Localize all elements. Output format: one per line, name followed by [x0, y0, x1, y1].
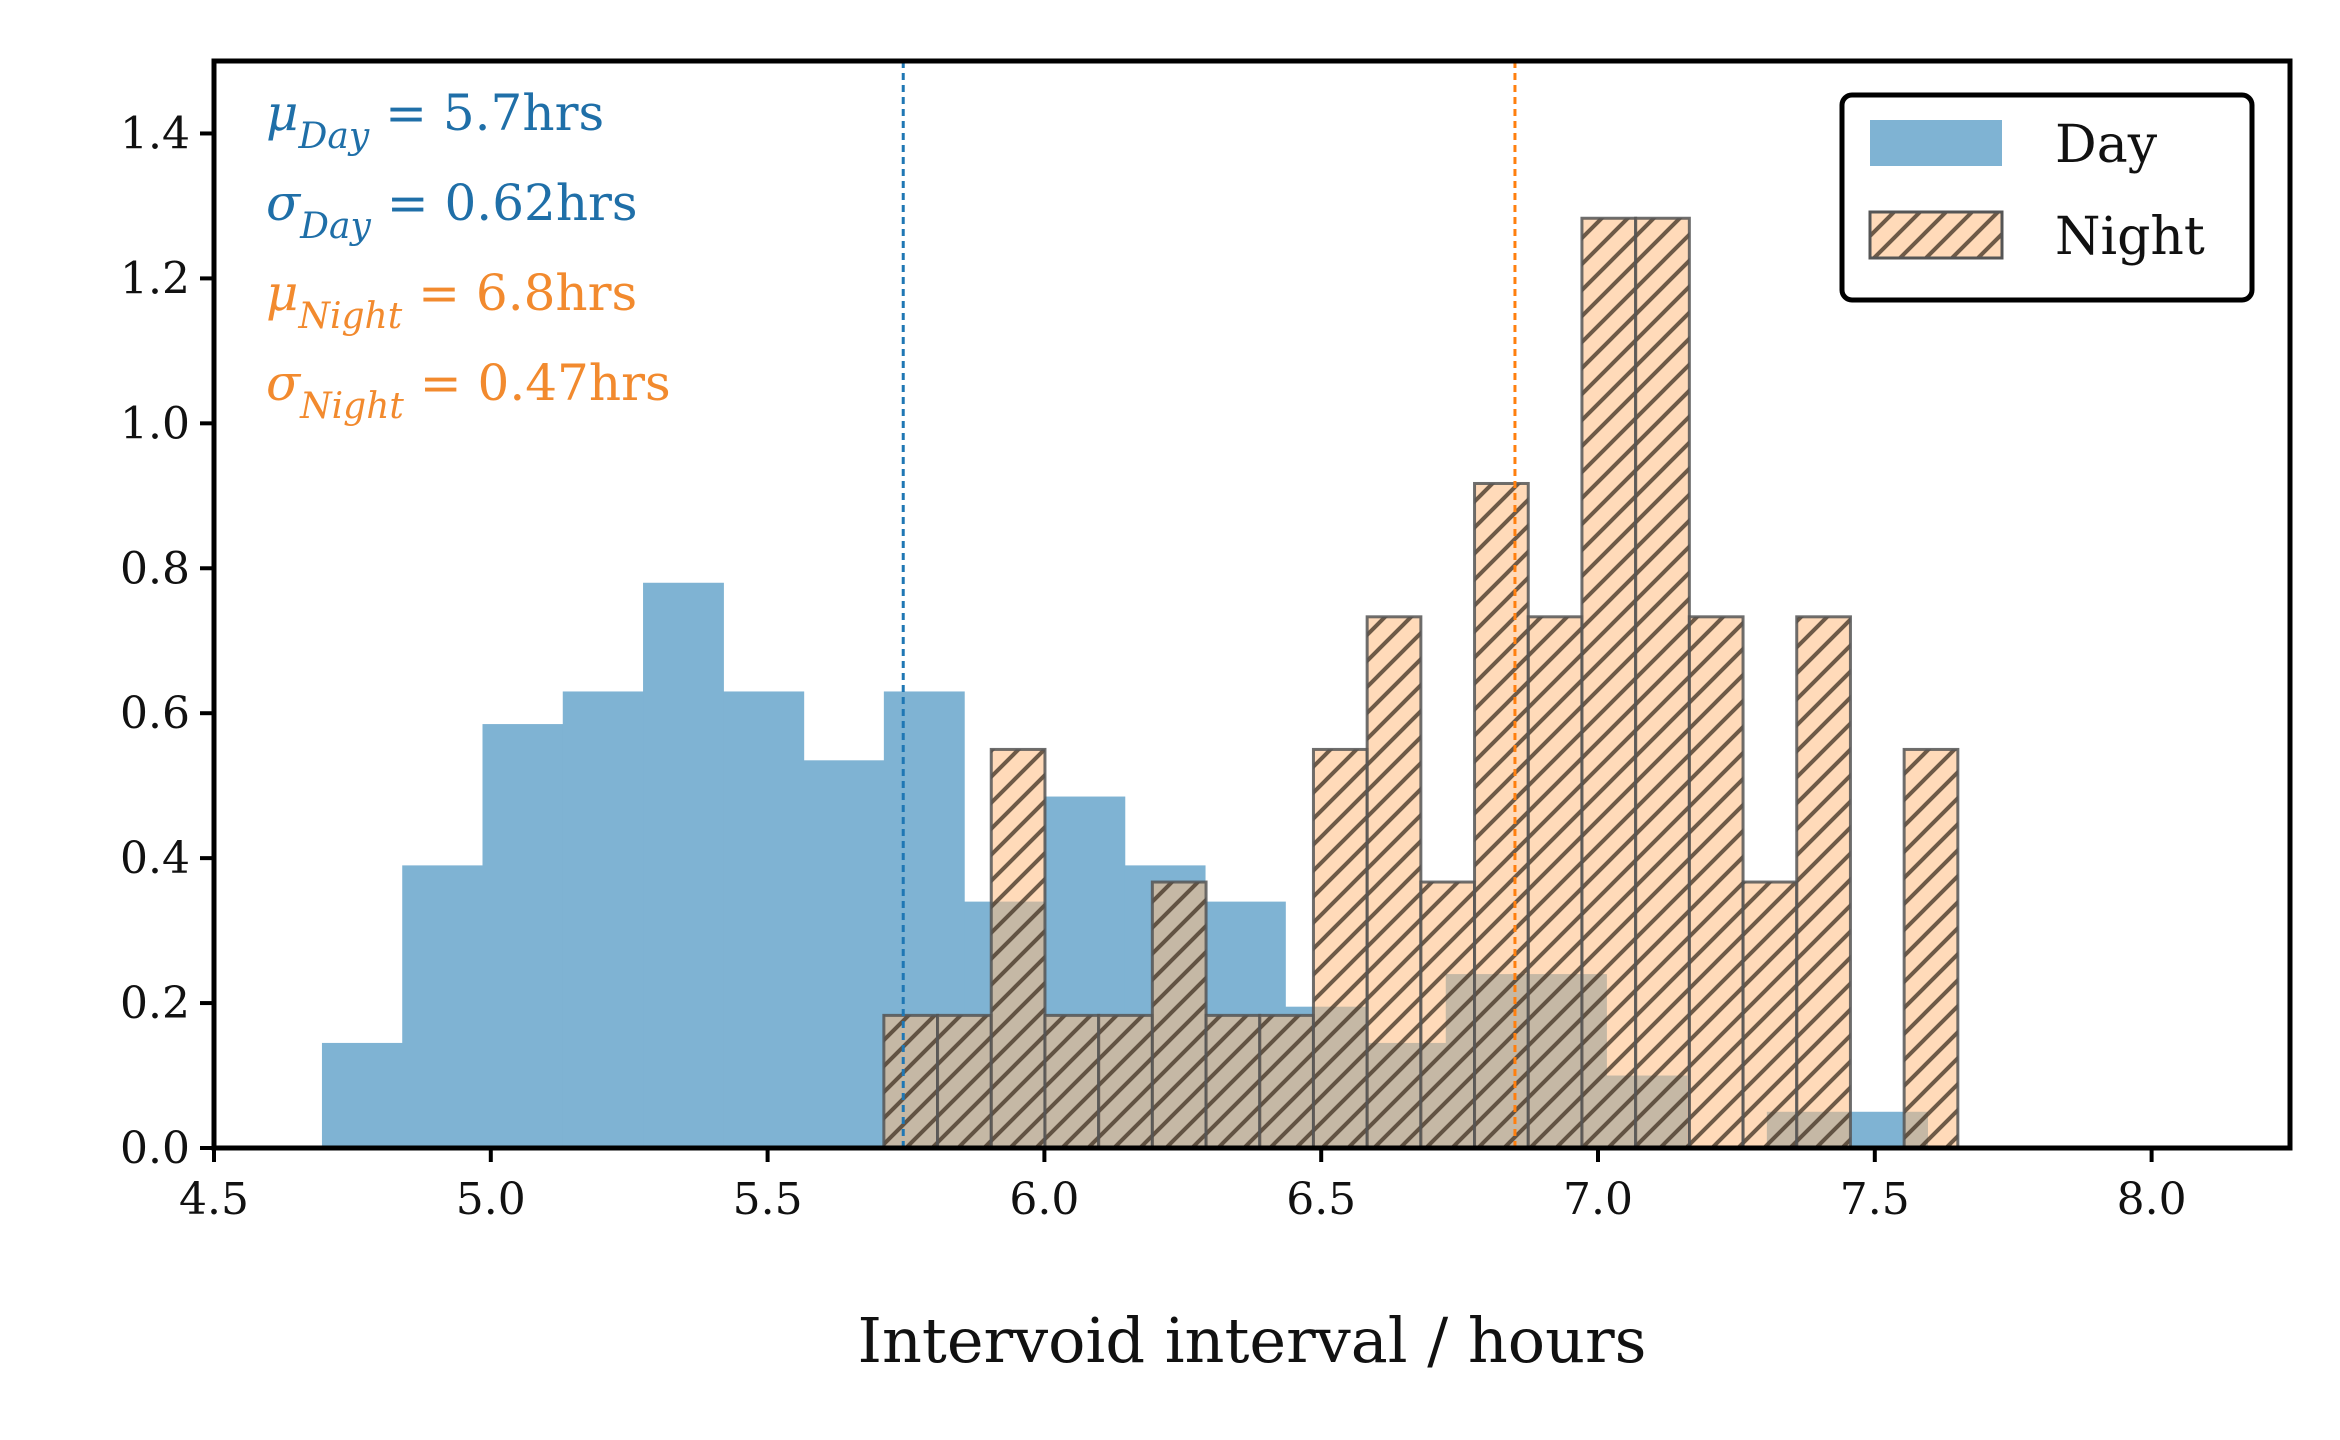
x-tick-label: 6.0	[1009, 1174, 1079, 1225]
night-bar	[1419, 880, 1477, 1148]
night-bar	[1365, 615, 1423, 1148]
x-axis-title: Intervoid interval / hours	[857, 1304, 1646, 1377]
day-bar	[321, 1042, 403, 1148]
y-tick-label: 1.4	[120, 108, 190, 159]
x-tick-label: 5.0	[456, 1174, 526, 1225]
day-bar	[723, 691, 805, 1148]
stat-annotation: σNight = 0.47hrs	[266, 354, 671, 427]
day-bar	[482, 724, 564, 1148]
stat-annotation: μDay = 5.7hrs	[266, 84, 604, 157]
night-bar	[989, 747, 1047, 1148]
plot-frame	[211, 58, 2293, 1151]
night-bar	[1526, 615, 1584, 1148]
night-bar	[1311, 747, 1369, 1148]
mean-lines	[901, 61, 1517, 1148]
night-bar	[1258, 1013, 1315, 1148]
legend-swatch-day	[1870, 120, 2002, 166]
night-bar	[1204, 1013, 1262, 1148]
x-tick-label: 4.5	[179, 1174, 249, 1225]
y-tick-label: 0.8	[120, 543, 190, 594]
x-tick-label: 6.5	[1286, 1174, 1356, 1225]
night-bar	[1634, 216, 1691, 1148]
y-tick-label: 1.2	[120, 253, 190, 304]
night-bar	[1580, 216, 1638, 1148]
night-bar	[936, 1013, 993, 1148]
x-axis-ticks: 4.5 5.0 5.5 6.0 6.5 7.0 7.5 8.0	[179, 1148, 2187, 1225]
night-bar	[1687, 615, 1745, 1148]
day-bar	[402, 865, 484, 1148]
stats-annotations: μDay = 5.7hrs σDay = 0.62hrs μNight = 6.8h…	[266, 84, 671, 427]
stat-annotation: σDay = 0.62hrs	[266, 174, 638, 247]
night-bar	[1795, 615, 1852, 1148]
y-axis-ticks: 0.0 0.2 0.4 0.6 0.8 1.0 1.2 1.4	[120, 108, 214, 1174]
y-tick-label: 1.0	[120, 398, 190, 449]
x-tick-label: 5.5	[733, 1174, 803, 1225]
night-bar	[1097, 1013, 1154, 1148]
x-tick-label: 8.0	[2117, 1174, 2187, 1225]
day-bar	[562, 691, 644, 1148]
y-tick-label: 0.6	[120, 688, 190, 739]
night-bar	[1473, 481, 1530, 1148]
night-bar	[1741, 880, 1799, 1148]
day-bar	[643, 582, 724, 1148]
night-bar	[882, 1013, 940, 1148]
x-tick-label: 7.0	[1563, 1174, 1633, 1225]
legend-label-day: Day	[2055, 115, 2158, 175]
night-bars	[882, 216, 1960, 1148]
y-tick-label: 0.4	[120, 833, 190, 884]
legend: Day Night	[1839, 92, 2255, 303]
x-tick-label: 7.5	[1840, 1174, 1910, 1225]
night-bar	[1043, 1013, 1101, 1148]
y-tick-label: 0.0	[120, 1123, 190, 1174]
night-bar	[1150, 880, 1208, 1148]
stat-annotation: μNight = 6.8hrs	[266, 264, 637, 337]
legend-label-night: Night	[2055, 207, 2205, 267]
y-tick-label: 0.2	[120, 978, 190, 1029]
night-bar	[1902, 747, 1960, 1148]
day-bar	[803, 760, 885, 1148]
legend-swatch-night	[1868, 210, 2004, 260]
